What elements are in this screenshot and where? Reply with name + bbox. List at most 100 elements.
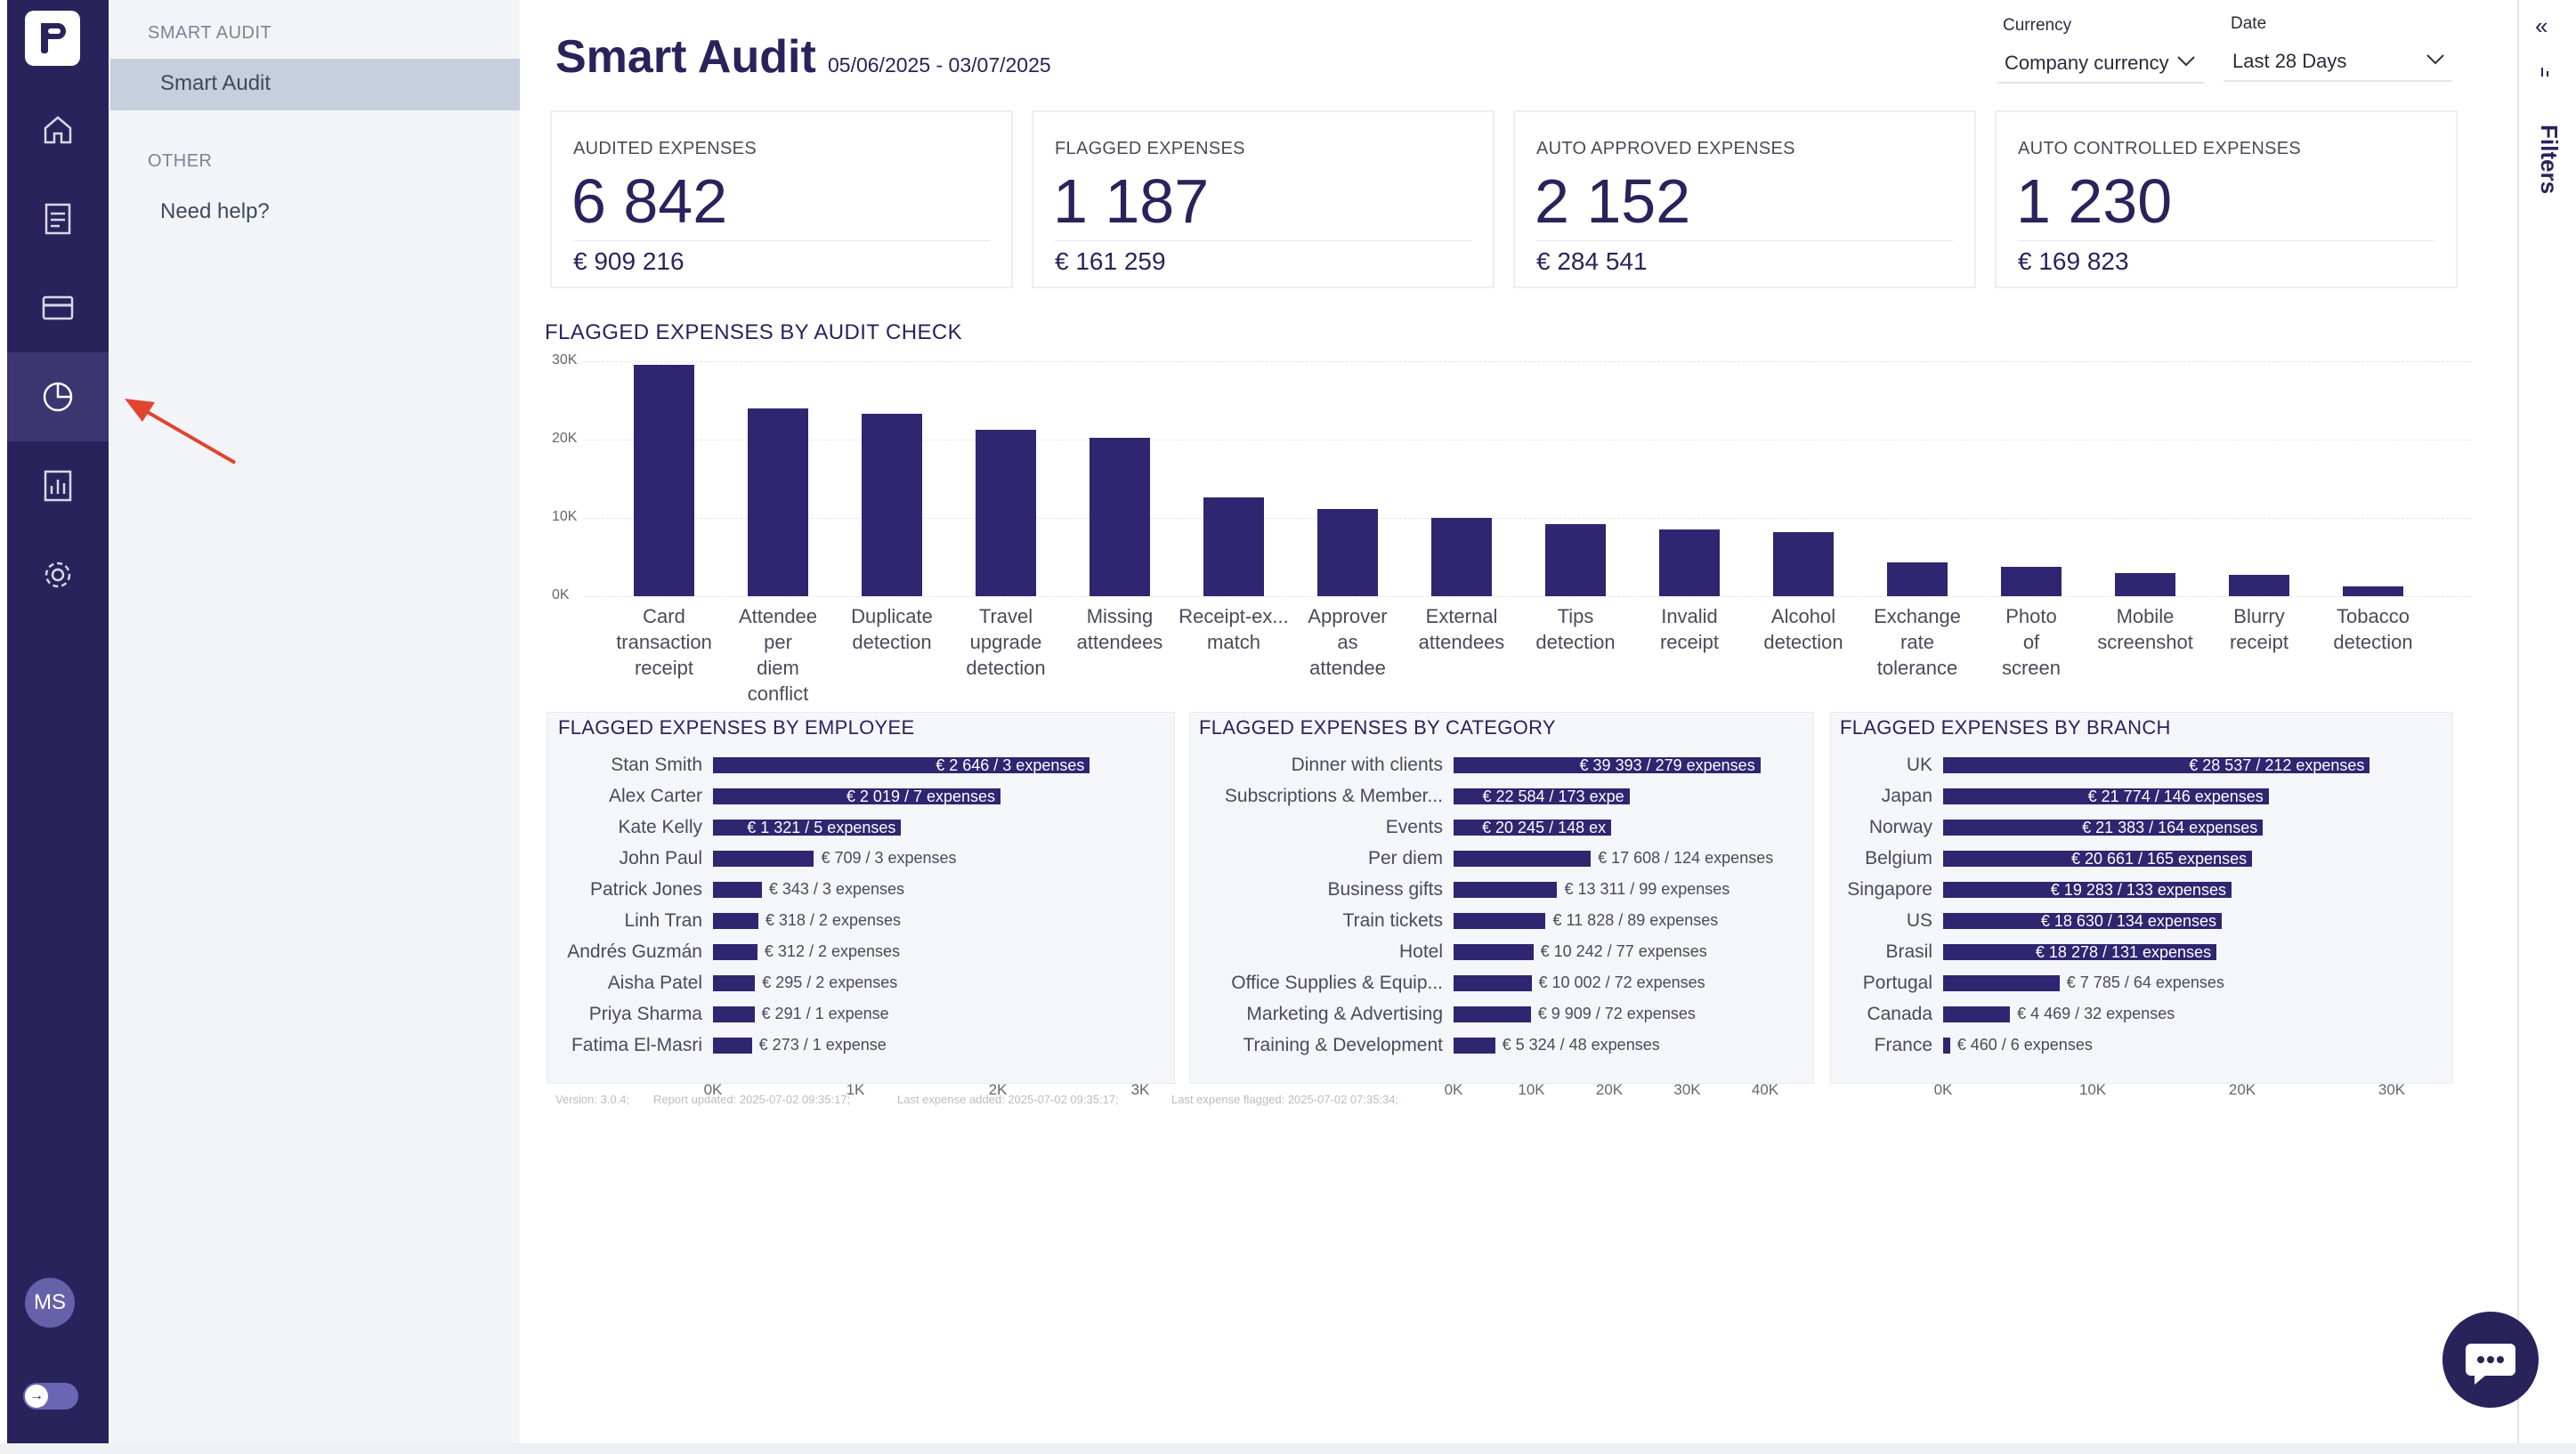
- panel-item-need-help[interactable]: Need help?: [160, 199, 270, 223]
- nav-expenses[interactable]: [7, 174, 109, 263]
- row-label: Marketing & Advertising: [1246, 1004, 1443, 1024]
- data-label: € 343 / 3 expenses: [768, 880, 904, 898]
- x-tick-label: 40K: [1751, 1081, 1779, 1098]
- panel-section-other: OTHER: [148, 151, 213, 171]
- bar: [1317, 509, 1378, 596]
- bar: [1887, 562, 1948, 596]
- annotation-arrow-icon: [125, 399, 237, 464]
- nav-home[interactable]: [7, 85, 109, 174]
- kpi-amount: € 161 259: [1055, 247, 1166, 275]
- kpi-value: 2 152: [1535, 166, 1691, 236]
- grid-line: [584, 518, 2471, 520]
- bar: [1090, 438, 1150, 596]
- y-tick-label: 0K: [552, 587, 570, 602]
- kpi-label: FLAGGED EXPENSES: [1055, 139, 1245, 158]
- x-tick-label: Duplicate detection: [851, 605, 933, 653]
- kpi-value: 1 230: [2016, 166, 2173, 236]
- chevron-down-icon[interactable]: [2425, 50, 2446, 68]
- kpi-card-auto-controlled: AUTO CONTROLLED EXPENSES 1 230 € 169 823: [1995, 110, 2458, 288]
- avatar[interactable]: MS: [25, 1278, 75, 1328]
- bar: € 2 646 / 3 expenses: [713, 757, 1090, 773]
- x-tick-label: External attendees: [1418, 605, 1505, 653]
- row-label: France: [1874, 1035, 1932, 1055]
- filters-divider: [2517, 0, 2519, 1443]
- footer-version: Version: 3.0.4;: [555, 1093, 630, 1106]
- date-select[interactable]: Last 28 Days: [2232, 50, 2347, 72]
- kpi-divider: [1055, 240, 1471, 241]
- row-label: Japan: [1881, 786, 1932, 806]
- x-tick-label: Alcohol detection: [1763, 605, 1843, 653]
- expenses-icon: [45, 203, 71, 235]
- bar: [748, 408, 808, 596]
- date-underline: [2224, 80, 2451, 82]
- bar: € 39 393 / 279 expenses: [1454, 757, 1761, 773]
- row-label: Norway: [1868, 817, 1932, 837]
- row-label: Canada: [1867, 1004, 1932, 1024]
- x-tick-label: Approver as attendee: [1308, 605, 1388, 679]
- panel-section-smart-audit: SMART AUDIT: [148, 23, 272, 43]
- row-label: UK: [1906, 755, 1932, 775]
- data-label: € 18 278 / 131 expenses: [2035, 944, 2212, 960]
- nav-smart-audit[interactable]: [7, 352, 109, 441]
- bar: € 2 019 / 7 expenses: [713, 788, 1001, 804]
- nav-cards[interactable]: [7, 263, 109, 352]
- data-label: € 17 608 / 124 expenses: [1598, 849, 1774, 867]
- bar: [713, 882, 762, 898]
- data-label: € 709 / 3 expenses: [821, 849, 957, 867]
- y-tick-label: 10K: [552, 509, 578, 524]
- sidebar-toggle[interactable]: →: [23, 1383, 78, 1410]
- grid-line: [584, 361, 2471, 363]
- x-tick-label: Tips detection: [1535, 605, 1616, 653]
- data-label: € 11 828 / 89 expenses: [1552, 911, 1719, 929]
- footer-report-updated: Report updated: 2025-07-02 09:35:17;: [653, 1093, 851, 1106]
- app-logo[interactable]: [25, 11, 80, 66]
- currency-select[interactable]: Company currency: [2005, 52, 2169, 74]
- data-label: € 7 785 / 64 expenses: [2066, 973, 2224, 991]
- nav-settings[interactable]: [7, 530, 109, 619]
- data-label: € 1 321 / 5 expenses: [747, 820, 896, 836]
- nav-reports[interactable]: [7, 441, 109, 530]
- bar: € 21 774 / 146 expenses: [1943, 788, 2269, 804]
- data-label: € 21 774 / 146 expenses: [2087, 788, 2264, 804]
- data-label: € 21 383 / 164 expenses: [2082, 820, 2258, 836]
- data-label: € 18 630 / 134 expenses: [2040, 913, 2216, 929]
- bar: [2115, 572, 2175, 596]
- bar: [713, 851, 814, 867]
- row-label: Events: [1385, 817, 1443, 837]
- audit-check-chart-title: FLAGGED EXPENSES BY AUDIT CHECK: [545, 320, 962, 344]
- data-label: € 273 / 1 expense: [758, 1036, 887, 1054]
- data-label: € 291 / 1 expense: [761, 1005, 889, 1022]
- row-label: Kate Kelly: [618, 817, 702, 837]
- bottom-edge: [0, 1443, 2576, 1454]
- grid-line: [584, 440, 2471, 441]
- collapse-left-icon[interactable]: «: [2535, 12, 2548, 39]
- card-icon: [42, 295, 74, 320]
- audit-check-chart: 0K 10K 20K 30K Card transaction receipt Attende…: [545, 352, 2471, 705]
- chevron-down-icon[interactable]: [2175, 52, 2197, 69]
- x-tick-label: Photo of screen: [2001, 605, 2062, 679]
- panel-item-smart-audit[interactable]: Smart Audit: [160, 71, 271, 95]
- row-label: John Paul: [619, 848, 702, 868]
- data-label: € 39 393 / 279 expenses: [1579, 757, 1755, 773]
- x-tick-label: Exchange rate tolerance: [1874, 605, 1961, 679]
- bar: € 20 245 / 148 ex: [1454, 820, 1612, 836]
- bar: [713, 1038, 752, 1054]
- audit-pie-icon: [43, 382, 73, 412]
- bar: € 20 661 / 165 expenses: [1943, 851, 2253, 867]
- data-label: € 312 / 2 expenses: [764, 942, 901, 960]
- data-label: € 20 245 / 148 ex: [1482, 820, 1607, 836]
- currency-label: Currency: [2003, 16, 2072, 35]
- x-tick-label: 10K: [1518, 1081, 1545, 1098]
- x-tick-label: 1K: [846, 1081, 865, 1098]
- arrow-right-icon: →: [25, 1385, 48, 1408]
- x-tick-label: 0K: [1933, 1081, 1953, 1098]
- data-label: € 2 646 / 3 expenses: [936, 757, 1085, 773]
- x-tick-label: Invalid receipt: [1659, 605, 1720, 653]
- data-label: € 10 242 / 77 expenses: [1540, 942, 1707, 960]
- x-tick-label: 30K: [1673, 1081, 1701, 1098]
- x-tick-label: 2K: [988, 1081, 1008, 1098]
- row-label: Alex Carter: [608, 786, 702, 806]
- filters-pane-label[interactable]: Filters: [2536, 125, 2563, 195]
- bar: [1454, 1038, 1495, 1054]
- chat-button[interactable]: [2442, 1312, 2539, 1408]
